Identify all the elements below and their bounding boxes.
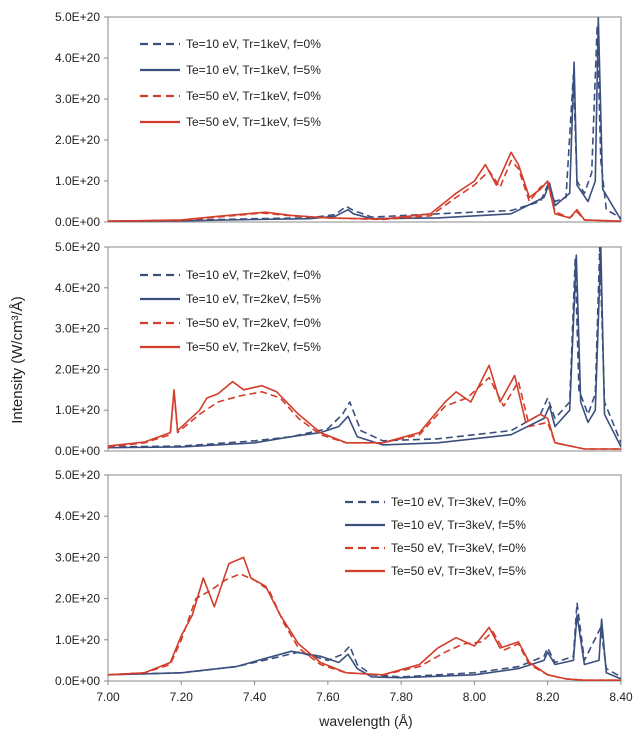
series-line-2 xyxy=(108,614,621,680)
y-tick-label: 2.0E+20 xyxy=(55,133,100,147)
x-axis-title: wavelength (Å) xyxy=(318,713,412,729)
legend-label: Te=50 eV, Tr=2keV, f=5% xyxy=(186,340,321,354)
legend-label: Te=10 eV, Tr=1keV, f=0% xyxy=(186,37,321,51)
y-tick-label: 4.0E+20 xyxy=(55,51,100,65)
legend-label: Te=50 eV, Tr=2keV, f=0% xyxy=(186,316,321,330)
series-line-1 xyxy=(108,601,621,678)
series-line-2 xyxy=(108,17,621,222)
legend-label: Te=10 eV, Tr=3keV, f=0% xyxy=(391,495,526,509)
x-tick-label: 7.40 xyxy=(243,690,267,704)
series-line-3 xyxy=(108,573,621,681)
series-line-4 xyxy=(108,151,621,222)
y-tick-label: 3.0E+20 xyxy=(55,550,100,564)
legend-label: Te=50 eV, Tr=1keV, f=5% xyxy=(186,115,321,129)
legend: Te=10 eV, Tr=1keV, f=0% Te=10 eV, Tr=1keV… xyxy=(140,37,321,129)
series-line-3 xyxy=(108,159,621,222)
x-tick-label: 8.40 xyxy=(609,690,633,704)
x-tick-label: 7.80 xyxy=(389,690,413,704)
legend: Te=10 eV, Tr=3keV, f=0% Te=10 eV, Tr=3keV… xyxy=(345,495,526,578)
x-tick-label: 7.20 xyxy=(170,690,194,704)
y-tick-label: 0.0E+00 xyxy=(55,444,100,458)
series-line-2 xyxy=(108,247,621,449)
y-tick-label: 5.0E+20 xyxy=(55,468,100,482)
y-tick-label: 1.0E+20 xyxy=(55,633,100,647)
x-tick-label: 8.20 xyxy=(536,690,560,704)
x-tick-label: 8.00 xyxy=(463,690,487,704)
y-tick-label: 0.0E+00 xyxy=(55,215,100,229)
plot-frame xyxy=(107,246,622,452)
series-line-4 xyxy=(108,364,621,450)
x-tick-label: 7.00 xyxy=(96,690,120,704)
y-tick-label: 2.0E+20 xyxy=(55,592,100,606)
panel-1: 0.0E+00 1.0E+20 2.0E+20 3.0E+20 4.0E+20 5.0E+… xyxy=(55,10,622,229)
y-tick-label: 5.0E+20 xyxy=(55,10,100,24)
y-tick-label: 1.0E+20 xyxy=(55,403,100,417)
y-tick-label: 4.0E+20 xyxy=(55,281,100,295)
y-tick-label: 2.0E+20 xyxy=(55,362,100,376)
y-tick-label: 5.0E+20 xyxy=(55,240,100,254)
legend-label: Te=50 eV, Tr=3keV, f=5% xyxy=(391,564,526,578)
y-axis-title: Intensity (W/cm³/Å) xyxy=(9,296,26,424)
y-tick-label: 3.0E+20 xyxy=(55,92,100,106)
y-tick-label: 0.0E+00 xyxy=(55,674,100,688)
y-tick-label: 3.0E+20 xyxy=(55,322,100,336)
legend-label: Te=10 eV, Tr=2keV, f=5% xyxy=(186,292,321,306)
series-line-1 xyxy=(108,24,621,222)
panel-3: 0.0E+00 1.0E+20 2.0E+20 3.0E+20 4.0E+20 5.0E+… xyxy=(55,468,633,704)
y-tick-label: 4.0E+20 xyxy=(55,509,100,523)
legend-label: Te=10 eV, Tr=3keV, f=5% xyxy=(391,518,526,532)
legend-label: Te=50 eV, Tr=1keV, f=0% xyxy=(186,89,321,103)
series-line-4 xyxy=(108,556,621,681)
legend-label: Te=50 eV, Tr=3keV, f=0% xyxy=(391,541,526,555)
plot-frame xyxy=(107,474,622,682)
legend-label: Te=10 eV, Tr=2keV, f=0% xyxy=(186,268,321,282)
panel-2: 0.0E+00 1.0E+20 2.0E+20 3.0E+20 4.0E+20 5.0E+… xyxy=(55,240,622,458)
legend-label: Te=10 eV, Tr=1keV, f=5% xyxy=(186,63,321,77)
x-tick-label: 7.60 xyxy=(316,690,340,704)
plot-frame xyxy=(107,16,622,223)
y-tick-label: 1.0E+20 xyxy=(55,174,100,188)
legend: Te=10 eV, Tr=2keV, f=0% Te=10 eV, Tr=2keV… xyxy=(140,268,321,354)
